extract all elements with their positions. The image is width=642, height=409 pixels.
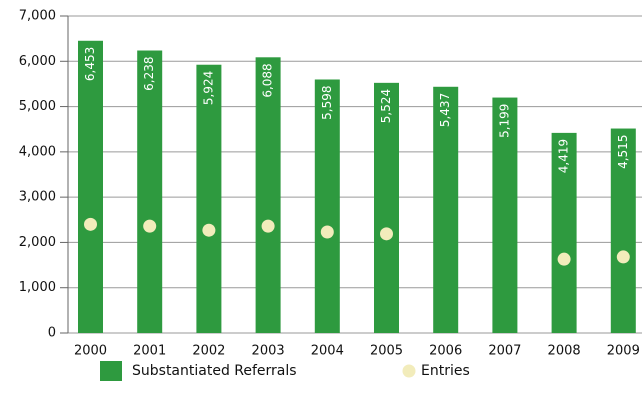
bar <box>196 64 222 334</box>
x-tick-label: 2005 <box>370 344 403 359</box>
legend-swatch <box>100 361 122 381</box>
entry-dot <box>380 227 393 241</box>
bar <box>433 86 459 333</box>
data-label: 5,924 <box>201 71 215 105</box>
bar <box>255 57 281 334</box>
x-tick-label: 2007 <box>488 344 521 359</box>
x-tick-label: 2002 <box>192 344 225 359</box>
y-tick-label: 7,000 <box>19 9 56 24</box>
x-tick-label: 2004 <box>311 344 344 359</box>
data-label: 5,437 <box>438 93 452 127</box>
data-label: 5,524 <box>379 89 393 123</box>
y-tick-label: 0 <box>48 326 56 341</box>
entry-dot <box>84 217 97 231</box>
data-label: 6,088 <box>261 63 275 97</box>
x-tick-label: 2001 <box>133 344 166 359</box>
entry-dot <box>616 250 630 264</box>
data-label: 5,199 <box>497 104 511 138</box>
entry-dot <box>320 225 334 239</box>
y-tick-label: 4,000 <box>19 144 56 159</box>
data-label: 5,598 <box>320 85 334 119</box>
bar <box>551 132 577 333</box>
bar <box>137 50 163 333</box>
entry-dot <box>557 252 571 266</box>
legend-swatch <box>402 364 416 378</box>
entry-dot <box>202 223 216 237</box>
legend-label: Substantiated Referrals <box>132 363 297 379</box>
data-label: 6,453 <box>83 47 97 81</box>
data-label: 4,419 <box>557 139 571 173</box>
bar <box>492 97 518 333</box>
y-tick-label: 6,000 <box>19 54 56 69</box>
data-label: 6,238 <box>142 57 156 91</box>
x-tick-label: 2009 <box>607 344 640 359</box>
x-tick-label: 2006 <box>429 344 462 359</box>
x-tick-label: 2003 <box>252 344 285 359</box>
y-tick-label: 1,000 <box>19 280 56 295</box>
x-tick-label: 2000 <box>74 344 107 359</box>
entry-dot <box>261 219 275 233</box>
bar <box>374 82 399 334</box>
entry-dot <box>143 219 157 233</box>
bar <box>78 40 103 333</box>
y-tick-label: 2,000 <box>19 235 56 250</box>
bar <box>610 128 636 333</box>
bar <box>314 79 340 333</box>
y-tick-label: 5,000 <box>19 99 56 114</box>
y-tick-label: 3,000 <box>19 190 56 205</box>
data-label: 4,515 <box>616 135 630 169</box>
x-tick-label: 2008 <box>548 344 581 359</box>
legend-label: Entries <box>421 363 470 379</box>
